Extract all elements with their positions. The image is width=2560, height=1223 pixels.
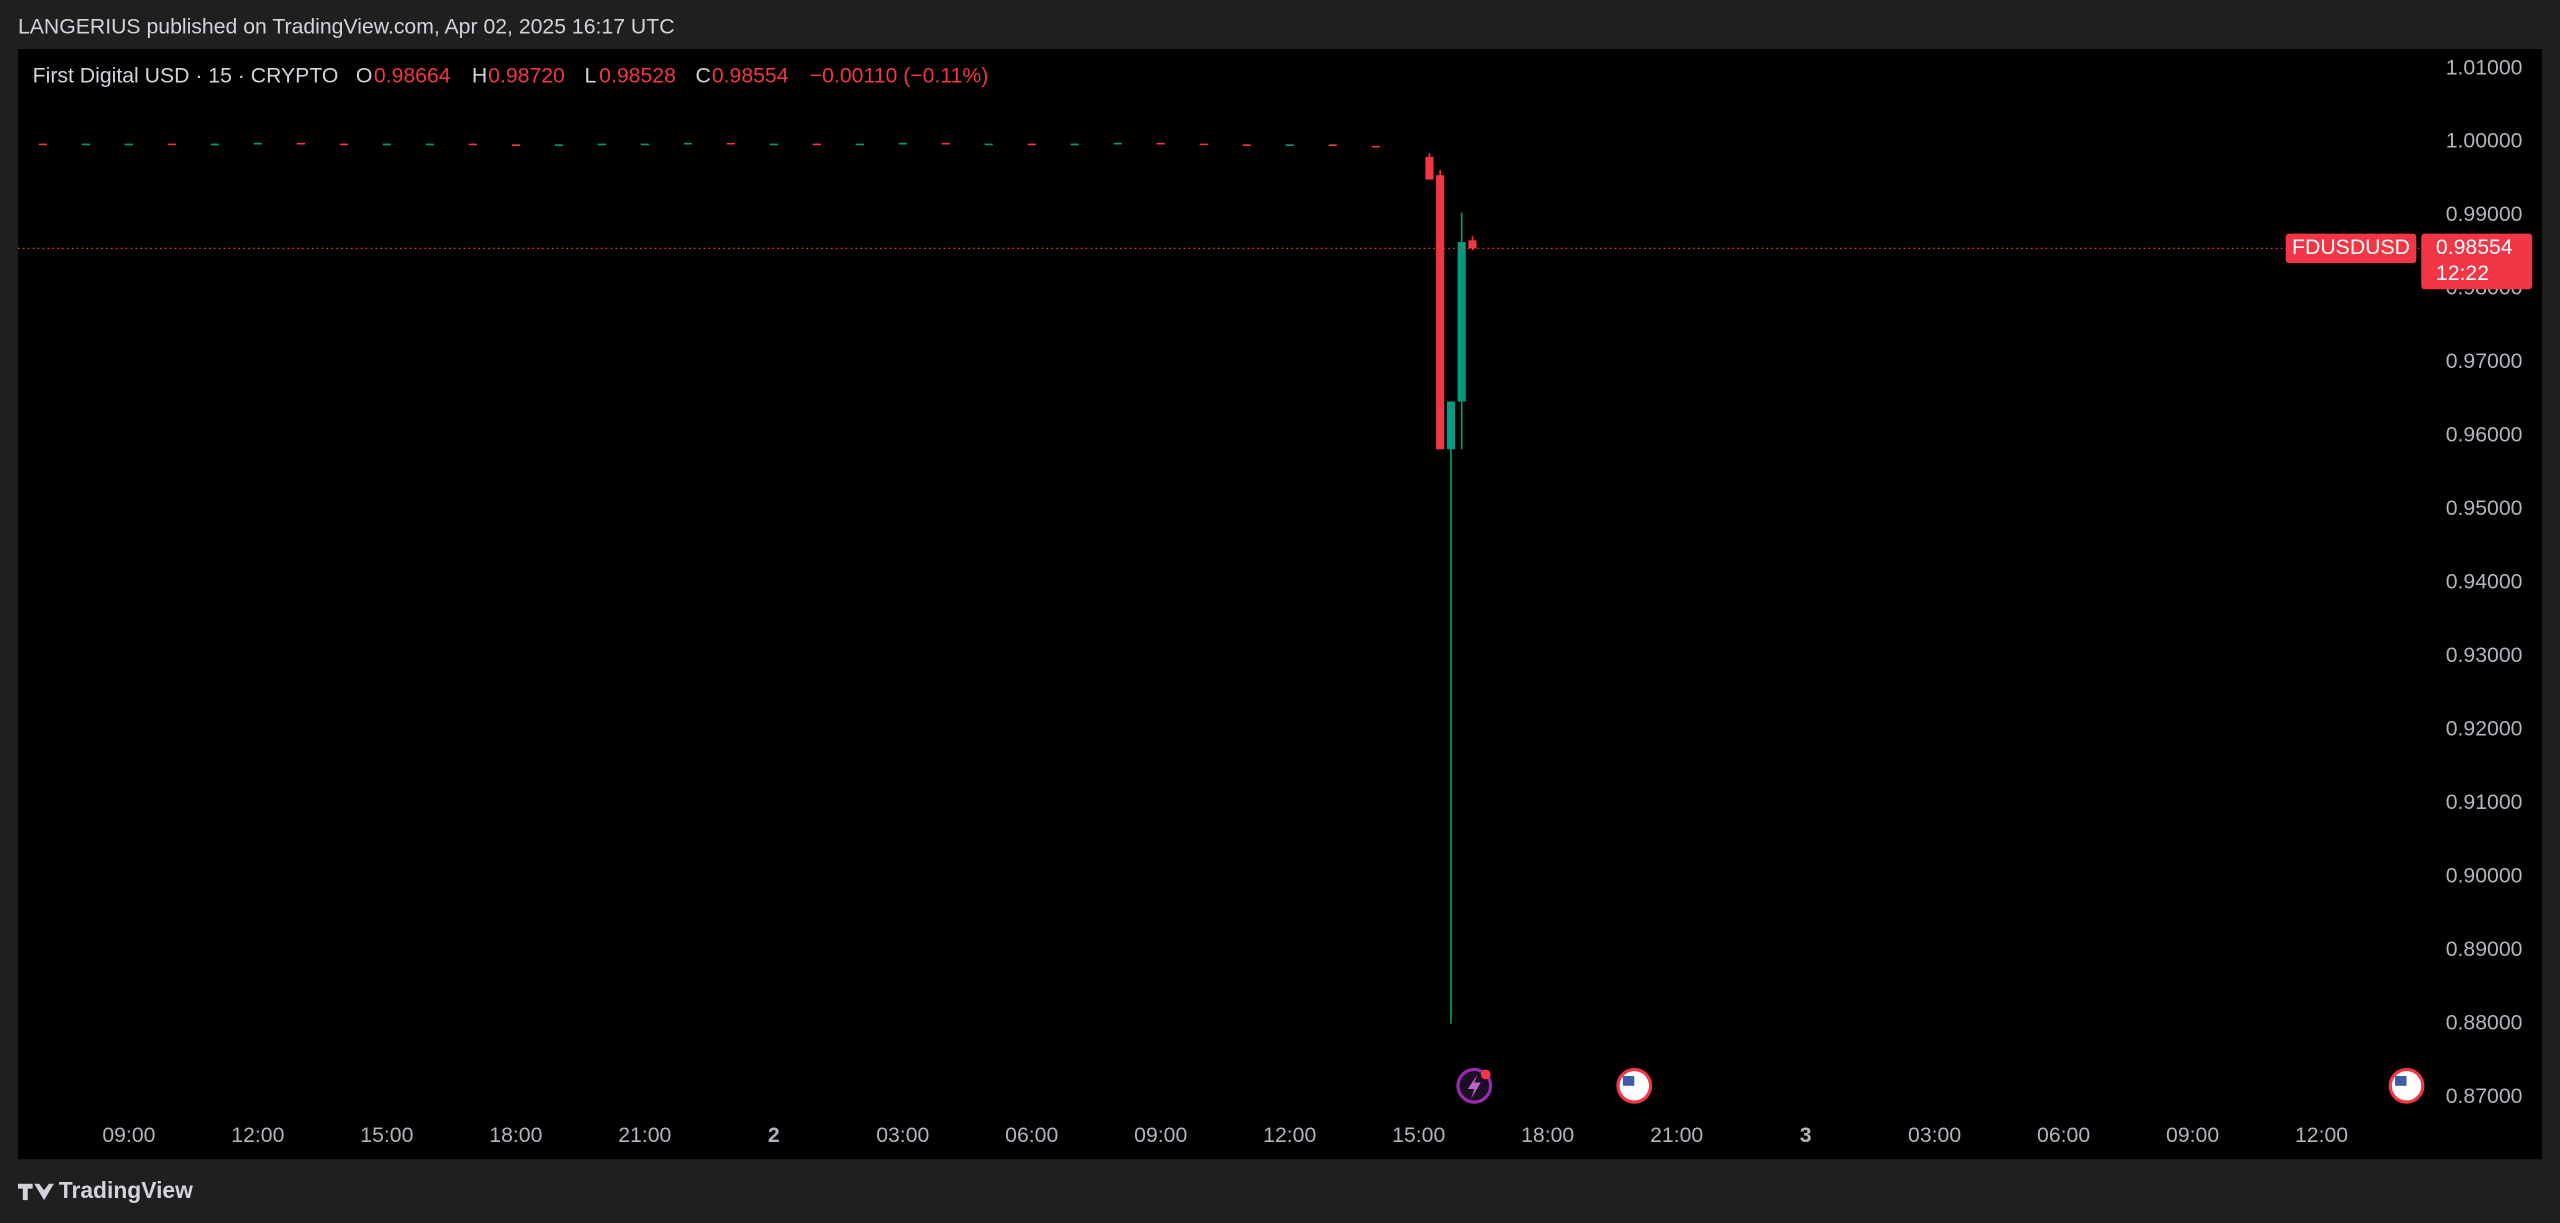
candle-body bbox=[468, 143, 477, 146]
x-tick-label: 15:00 bbox=[360, 1124, 413, 1147]
event-icon[interactable] bbox=[2388, 1067, 2425, 1104]
candle-body bbox=[1371, 145, 1380, 148]
candle-body bbox=[640, 143, 649, 146]
y-tick-label: 0.89000 bbox=[2446, 938, 2523, 961]
candle-body bbox=[1199, 143, 1208, 146]
event-icons bbox=[1456, 1067, 2425, 1104]
candle-body bbox=[210, 143, 219, 146]
y-tick-label: 1.00000 bbox=[2446, 130, 2523, 153]
legend-key: H bbox=[472, 64, 487, 87]
event-dot bbox=[1480, 1069, 1491, 1080]
candle-body bbox=[683, 142, 692, 145]
candle-body bbox=[1425, 156, 1434, 180]
candle-body bbox=[382, 143, 391, 146]
symbol-tag-label: FDUSDUSD bbox=[2292, 236, 2410, 259]
event-glyph bbox=[1467, 1074, 1481, 1099]
y-tick-label: 1.01000 bbox=[2446, 56, 2523, 79]
candle-body bbox=[812, 143, 821, 146]
legend-symbol: First Digital USD · 15 · CRYPTO bbox=[33, 64, 339, 87]
x-tick-label: 06:00 bbox=[1005, 1124, 1058, 1147]
x-tick-label: 03:00 bbox=[1908, 1124, 1961, 1147]
candle-body bbox=[296, 142, 305, 145]
y-tick-label: 0.99000 bbox=[2446, 203, 2523, 226]
y-tick-label: 0.97000 bbox=[2446, 350, 2523, 373]
candle-body bbox=[726, 142, 735, 145]
y-tick-label: 0.96000 bbox=[2446, 424, 2523, 447]
candle-body bbox=[425, 143, 434, 146]
x-tick-label: 09:00 bbox=[2166, 1124, 2219, 1147]
legend-key: O bbox=[356, 64, 373, 87]
x-tick-label: 06:00 bbox=[2037, 1124, 2090, 1147]
candle-body bbox=[81, 143, 90, 146]
candle-body bbox=[38, 143, 47, 146]
legend-key: C bbox=[696, 64, 711, 87]
x-tick-label: 2 bbox=[768, 1124, 780, 1147]
candles bbox=[38, 142, 1477, 1024]
candle-body bbox=[339, 143, 348, 146]
x-tick-label: 15:00 bbox=[1392, 1124, 1445, 1147]
candle-body bbox=[511, 144, 520, 146]
legend-value: 0.98528 bbox=[599, 64, 676, 87]
candle-body bbox=[855, 143, 864, 146]
x-tick-label: 12:00 bbox=[231, 1124, 284, 1147]
x-tick-label: 09:00 bbox=[102, 1124, 155, 1147]
candle-body bbox=[1070, 143, 1079, 146]
y-tick-label: 0.94000 bbox=[2446, 571, 2523, 594]
candle-body bbox=[554, 144, 563, 146]
x-tick-label: 3 bbox=[1800, 1124, 1812, 1147]
candle-body bbox=[1027, 143, 1036, 146]
x-tick-label: 21:00 bbox=[618, 1124, 671, 1147]
brand-name[interactable]: TradingView bbox=[59, 1177, 193, 1203]
y-tick-label: 0.87000 bbox=[2446, 1085, 2523, 1108]
event-icon[interactable] bbox=[1616, 1067, 1653, 1104]
legend-value: 0.98554 bbox=[712, 64, 789, 87]
legend-key: L bbox=[584, 64, 596, 87]
candle-body bbox=[1457, 242, 1466, 402]
candle-body bbox=[1446, 401, 1456, 450]
flag-glyph bbox=[2395, 1075, 2407, 1086]
price-tag bbox=[2421, 233, 2533, 290]
legend-value: 0.98720 bbox=[488, 64, 565, 87]
price-tag-label: 0.98554 bbox=[2436, 236, 2513, 259]
candle-body bbox=[1285, 144, 1294, 146]
candle-body bbox=[1468, 240, 1477, 249]
candle-body bbox=[941, 142, 950, 145]
y-tick-label: 0.92000 bbox=[2446, 718, 2523, 741]
candle-body bbox=[1436, 175, 1445, 450]
legend-change: −0.00110 (−0.11%) bbox=[810, 64, 989, 87]
y-tick-label: 0.93000 bbox=[2446, 644, 2523, 667]
x-tick-label: 12:00 bbox=[1263, 1124, 1316, 1147]
legend-value: 0.98664 bbox=[374, 64, 451, 87]
candle-body bbox=[898, 142, 907, 145]
candle-body bbox=[1242, 144, 1251, 146]
publisher-line: LANGERIUS published on TradingView.com, … bbox=[18, 15, 675, 38]
y-tick-label: 0.91000 bbox=[2446, 791, 2523, 814]
candle-body bbox=[984, 143, 993, 146]
x-tick-label: 18:00 bbox=[1521, 1124, 1574, 1147]
candle-body bbox=[769, 143, 778, 146]
x-tick-label: 09:00 bbox=[1134, 1124, 1187, 1147]
candle-body bbox=[1156, 142, 1165, 145]
y-tick-label: 0.88000 bbox=[2446, 1011, 2523, 1034]
symbol-tag bbox=[2285, 233, 2417, 264]
x-tick-label: 12:00 bbox=[2295, 1124, 2348, 1147]
candle-body bbox=[597, 143, 606, 146]
brand-logo bbox=[17, 1183, 54, 1201]
flag-glyph bbox=[1622, 1075, 1635, 1086]
candle-body bbox=[124, 143, 133, 146]
x-tick-label: 18:00 bbox=[489, 1124, 542, 1147]
candle-body bbox=[1113, 142, 1122, 145]
logo-mark bbox=[17, 1183, 54, 1201]
candle-body bbox=[167, 143, 176, 146]
chart-pane bbox=[17, 49, 2543, 1160]
candle-body bbox=[1328, 144, 1337, 146]
candle-body bbox=[253, 142, 262, 145]
y-tick-label: 0.95000 bbox=[2446, 497, 2523, 520]
countdown-label: 12:22 bbox=[2436, 262, 2489, 285]
x-tick-label: 03:00 bbox=[876, 1124, 929, 1147]
x-tick-label: 21:00 bbox=[1650, 1124, 1703, 1147]
y-tick-label: 0.90000 bbox=[2446, 864, 2523, 887]
